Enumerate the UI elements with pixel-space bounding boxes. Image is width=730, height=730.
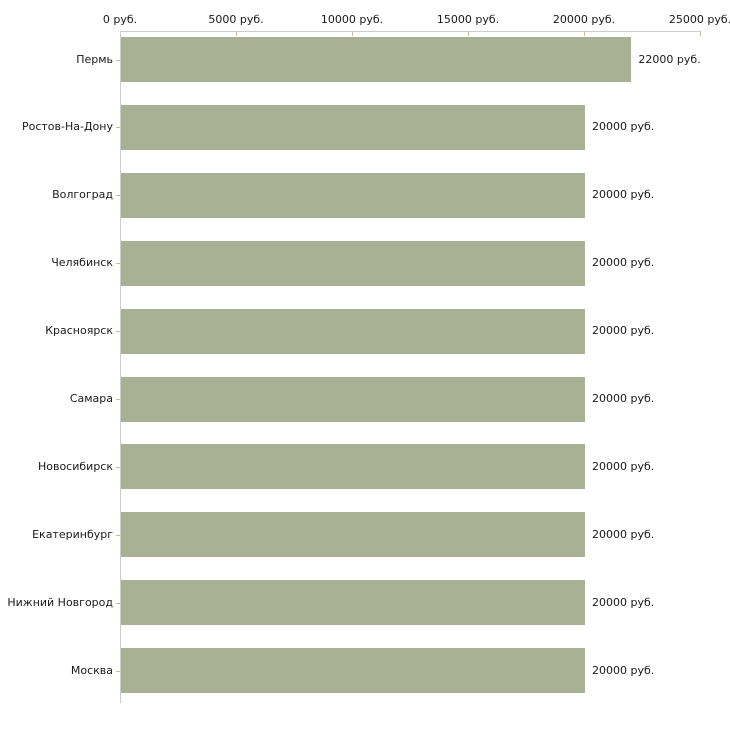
bar-Нижний Новгород xyxy=(121,580,585,626)
category-label: Красноярск xyxy=(45,324,113,338)
value-label: 20000 руб. xyxy=(592,256,655,270)
y-tick-mark xyxy=(116,670,120,672)
x-tick-label: 25000 руб. xyxy=(668,13,730,26)
y-tick-mark xyxy=(116,534,120,536)
bar-Екатеринбург xyxy=(121,512,585,558)
y-tick-mark xyxy=(116,602,120,604)
bar-Красноярск xyxy=(121,308,585,354)
bar-Ростов-На-Дону xyxy=(121,104,585,150)
x-tick-mark xyxy=(468,31,469,36)
category-label: Пермь xyxy=(76,52,113,66)
y-tick-mark xyxy=(116,263,120,265)
x-tick-mark xyxy=(352,31,353,36)
y-tick-mark xyxy=(116,195,120,197)
y-tick-mark xyxy=(116,466,120,468)
y-tick-mark xyxy=(116,399,120,400)
x-tick-mark xyxy=(584,31,585,36)
category-label: Нижний Новгород xyxy=(7,595,113,609)
x-tick-label: 20000 руб. xyxy=(552,13,616,26)
value-label: 20000 руб. xyxy=(592,459,655,473)
x-tick-mark xyxy=(700,31,701,36)
x-tick-label: 10000 руб. xyxy=(320,13,384,26)
value-label: 22000 руб. xyxy=(638,52,701,66)
bar-Новосибирск xyxy=(121,444,585,490)
category-label: Новосибирск xyxy=(37,459,113,473)
value-label: 20000 руб. xyxy=(592,120,655,134)
value-label: 20000 руб. xyxy=(592,392,655,405)
x-axis-line xyxy=(120,31,700,32)
bar-Самара xyxy=(121,376,585,422)
x-tick-label: 0 руб. xyxy=(102,13,138,26)
x-tick-mark xyxy=(236,31,237,36)
bar-Волгоград xyxy=(121,172,585,218)
category-label: Самара xyxy=(69,392,113,405)
y-tick-mark xyxy=(116,127,120,129)
value-label: 20000 руб. xyxy=(592,188,655,202)
x-tick-label: 5000 руб. xyxy=(208,13,264,26)
bar-Челябинск xyxy=(121,240,585,286)
value-label: 20000 руб. xyxy=(592,663,655,677)
category-label: Волгоград xyxy=(52,188,113,202)
bar-Москва xyxy=(121,648,585,694)
value-label: 20000 руб. xyxy=(592,324,655,338)
y-tick-mark xyxy=(116,59,120,61)
value-label: 20000 руб. xyxy=(592,527,655,541)
x-tick-label: 15000 руб. xyxy=(436,13,500,26)
value-label: 20000 руб. xyxy=(592,595,655,609)
y-axis-line xyxy=(120,31,121,703)
category-label: Москва xyxy=(70,663,113,677)
y-tick-mark xyxy=(116,331,120,333)
category-label: Ростов-На-Дону xyxy=(21,120,113,134)
bar-Пермь xyxy=(121,37,632,82)
category-label: Челябинск xyxy=(51,256,113,270)
category-label: Екатеринбург xyxy=(32,527,113,541)
